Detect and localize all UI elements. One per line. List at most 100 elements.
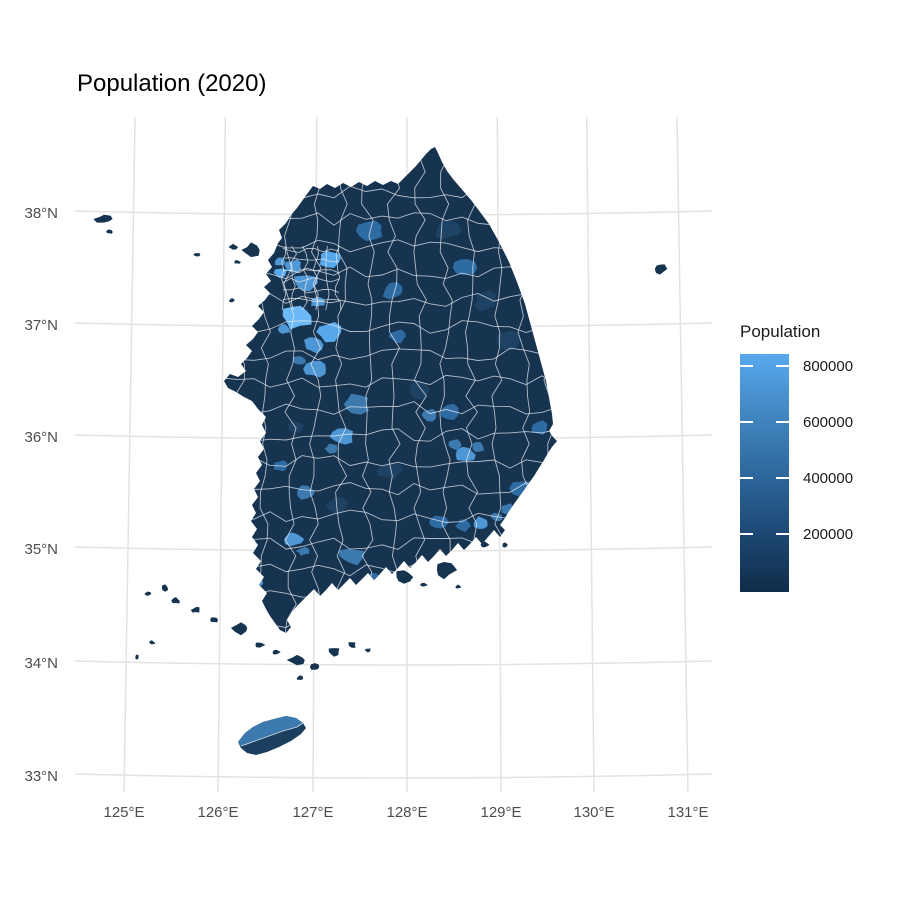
island <box>255 642 266 648</box>
lat-axis-labels: 38°N 37°N 36°N 35°N 34°N 33°N <box>24 205 58 785</box>
lon-axis-labels: 125°E 126°E 127°E 128°E 129°E 130°E 131°… <box>103 804 708 821</box>
island <box>229 298 235 303</box>
gridline-meridian <box>585 116 595 793</box>
island <box>228 243 239 250</box>
legend-tick-label: 800000 <box>803 358 853 375</box>
island <box>135 654 139 660</box>
island <box>348 642 356 648</box>
district-patch <box>319 250 341 268</box>
island <box>455 584 462 589</box>
district-boundary-line <box>282 287 340 294</box>
jeju-jejusi <box>238 716 303 746</box>
district-boundary-line <box>282 297 340 304</box>
legend-tick <box>776 533 789 535</box>
district-boundary-line <box>290 245 298 311</box>
island <box>171 597 180 604</box>
island <box>144 591 152 596</box>
island <box>364 648 371 653</box>
legend-tick-label: 200000 <box>803 526 853 543</box>
legend-title: Population <box>740 322 820 341</box>
lon-tick-label: 131°E <box>667 804 708 821</box>
island <box>193 253 201 257</box>
district-boundary-line <box>325 245 330 311</box>
district-patch <box>435 220 462 240</box>
legend-colorbar <box>740 354 789 592</box>
legend-tick-labels: 800000 600000 400000 200000 <box>803 358 853 543</box>
district-boundary-line <box>224 320 557 334</box>
island <box>210 617 218 623</box>
legend-tick <box>776 365 789 367</box>
legend-tick <box>776 421 789 423</box>
district-boundary-line <box>224 374 557 388</box>
lat-tick-label: 38°N <box>24 205 58 222</box>
district-patch <box>505 512 532 529</box>
district-boundary-line <box>224 482 557 496</box>
mainland-silhouette <box>224 147 557 633</box>
district-patch <box>441 403 459 421</box>
island <box>93 214 113 223</box>
district-boundary-line <box>282 267 340 274</box>
lon-tick-label: 125°E <box>103 804 144 821</box>
district-patch <box>282 305 312 330</box>
lat-tick-label: 35°N <box>24 541 58 558</box>
district-patch <box>293 356 306 365</box>
district-patch <box>284 259 302 273</box>
district-patch <box>421 408 437 422</box>
jeju-island <box>238 716 306 755</box>
district-patch <box>429 515 449 529</box>
district-patch <box>473 516 488 529</box>
district-patch <box>474 290 496 311</box>
island <box>241 242 260 258</box>
district-patch <box>316 321 342 343</box>
island <box>149 640 156 645</box>
legend-tick-marks <box>740 365 789 535</box>
island <box>420 582 428 587</box>
district-shade-patches <box>253 220 548 587</box>
district-boundary-line <box>224 509 557 523</box>
district-patch <box>295 546 310 556</box>
island <box>296 675 304 680</box>
district-patch <box>324 443 338 454</box>
district-patch <box>288 421 304 434</box>
legend-tick <box>776 477 789 479</box>
district-patch <box>448 439 462 451</box>
district-patch <box>472 442 485 452</box>
island <box>230 622 248 636</box>
legend-tick-label: 600000 <box>803 414 853 431</box>
district-boundary-line <box>282 257 340 263</box>
lon-tick-label: 128°E <box>386 804 427 821</box>
district-patch <box>382 281 403 300</box>
district-boundary-line <box>282 247 340 253</box>
district-patch <box>376 462 403 480</box>
district-patch <box>303 360 326 378</box>
island <box>161 584 168 592</box>
district-boundary-line <box>335 147 348 633</box>
legend-tick <box>740 365 753 367</box>
district-patch <box>455 446 476 461</box>
district-boundary-line <box>224 347 557 361</box>
district-patch <box>277 324 290 334</box>
district-patch <box>343 393 369 415</box>
islands <box>93 214 668 680</box>
gridline-meridian <box>676 116 689 793</box>
district-boundary-line <box>231 147 245 633</box>
island <box>502 542 508 548</box>
district-patch <box>455 519 471 533</box>
district-patch <box>496 330 521 351</box>
legend: Population 800000 600000 400000 200000 <box>740 322 853 592</box>
lon-tick-label: 130°E <box>573 804 614 821</box>
lon-tick-label: 126°E <box>197 804 238 821</box>
district-boundary-line <box>283 147 297 633</box>
legend-tick <box>740 421 753 423</box>
district-boundary-line <box>224 455 557 469</box>
district-boundary-line <box>334 245 342 311</box>
lon-tick-label: 129°E <box>480 804 521 821</box>
island <box>106 229 113 234</box>
district-patch <box>284 532 305 547</box>
district-boundary-line <box>282 277 340 284</box>
plot-title: Population (2020) <box>77 70 266 97</box>
district-boundary-line <box>224 428 557 442</box>
lat-tick-label: 36°N <box>24 429 58 446</box>
island <box>654 264 668 275</box>
